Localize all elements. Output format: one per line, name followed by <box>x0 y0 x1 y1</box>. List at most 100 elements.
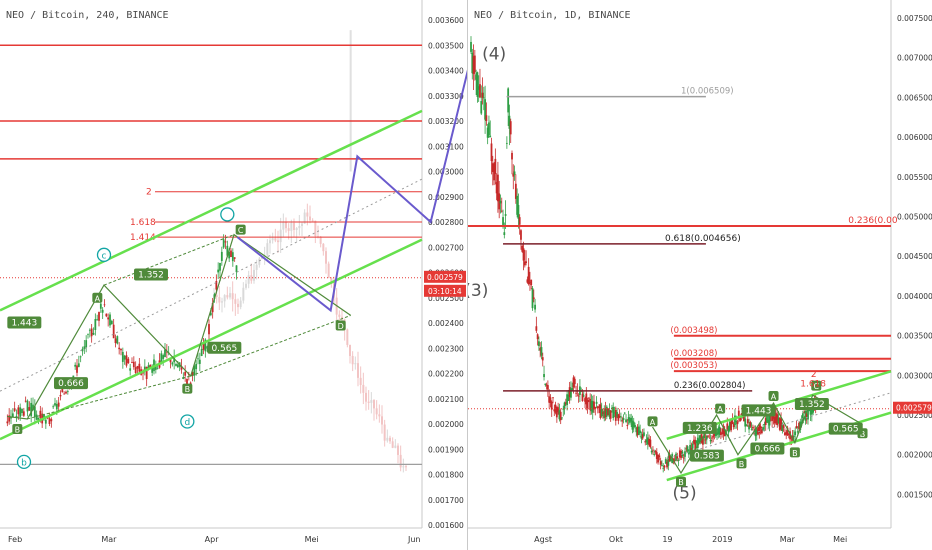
chart-left-canvas[interactable]: 0.003600 0.003500 0.003400 0.003300 0.003200… <box>0 0 467 550</box>
candle <box>594 406 597 409</box>
pattern-point: A <box>95 294 101 303</box>
candle <box>778 417 781 430</box>
candle <box>776 414 779 426</box>
wave-label: c <box>102 251 107 261</box>
candle <box>772 415 775 419</box>
ratio-label-text: 0.666 <box>58 379 84 389</box>
candle <box>191 371 194 377</box>
price-tick: 0.003300 <box>428 92 464 101</box>
faded-candle <box>229 293 231 298</box>
candle <box>52 406 55 408</box>
candle <box>764 418 767 425</box>
faded-candle <box>303 212 306 224</box>
faded-candle <box>349 344 351 356</box>
faded-candle <box>226 295 229 298</box>
candle <box>511 152 513 160</box>
ratio-label-text: 0.565 <box>833 425 859 435</box>
ratio-label: 1.443 <box>7 316 42 329</box>
faded-candle <box>223 295 226 302</box>
candle <box>545 384 548 386</box>
price-tick: 0.003000 <box>428 168 464 177</box>
faded-candle <box>311 220 314 222</box>
candle <box>739 417 741 422</box>
faded-candle <box>274 238 277 241</box>
price-tick: 0.002400 <box>428 319 464 328</box>
fib-label: 2 <box>146 188 152 198</box>
candle <box>760 429 763 434</box>
pattern-point-bg <box>335 320 346 331</box>
fib-label: 1.618 <box>800 379 826 389</box>
candle <box>77 363 80 367</box>
candle <box>567 394 570 401</box>
candle <box>775 413 777 424</box>
candle <box>696 437 699 449</box>
ratio-label-bg <box>54 377 88 390</box>
candle <box>623 412 626 414</box>
faded-candle <box>231 293 234 300</box>
price-tick: 0.002300 <box>428 344 464 353</box>
faded-candle <box>234 299 237 304</box>
candle <box>631 420 634 430</box>
candle <box>471 52 474 74</box>
chart-panel-right[interactable]: NEO / Bitcoin, 1D, BINANCE 0.007500 0.007… <box>467 0 932 550</box>
candle <box>197 358 199 360</box>
pattern-point-bg <box>789 447 800 458</box>
faded-candle <box>245 283 247 288</box>
pattern-point-bg <box>811 380 822 391</box>
price-tick: 0.004000 <box>897 292 932 301</box>
candle <box>705 435 708 440</box>
candle <box>653 454 656 455</box>
candle <box>505 142 508 144</box>
candle <box>540 347 543 356</box>
candle <box>655 452 658 459</box>
candle <box>754 429 757 437</box>
candle <box>763 423 766 425</box>
chart-panel-left[interactable]: NEO / Bitcoin, 240, BINANCE 0.003600 0.00… <box>0 0 467 550</box>
candle <box>784 432 786 436</box>
candle <box>636 426 639 436</box>
candle <box>110 320 113 325</box>
candle <box>599 404 602 418</box>
candle <box>61 388 64 393</box>
time-tick: Okt <box>609 535 623 544</box>
price-tick: 0.001500 <box>897 490 932 499</box>
candle <box>721 433 724 434</box>
candle <box>659 461 662 465</box>
faded-candle <box>405 466 407 468</box>
candle <box>514 183 517 199</box>
price-tick: 0.002500 <box>428 294 464 303</box>
candle <box>497 174 499 202</box>
candle <box>65 391 67 394</box>
candle <box>735 420 738 423</box>
wave-label-circle <box>16 454 32 470</box>
candle <box>668 454 671 462</box>
candle <box>626 424 629 426</box>
faded-candle <box>322 243 325 252</box>
fib-label: (0.003498) <box>670 326 717 336</box>
channel-median <box>666 392 892 460</box>
candle <box>803 412 806 414</box>
candle <box>684 451 686 457</box>
price-tag-bg <box>424 270 466 283</box>
chart-right-canvas[interactable]: 0.007500 0.007000 0.006500 0.006000 0.005500… <box>468 0 932 550</box>
projection-path <box>236 69 467 313</box>
ratio-label-bg <box>7 316 42 329</box>
candle <box>555 406 558 418</box>
candle <box>493 163 495 181</box>
candle <box>490 143 493 161</box>
fib-label: 1.618 <box>130 218 156 228</box>
candle <box>598 406 601 408</box>
harmonic-pattern <box>7 233 352 420</box>
candle <box>512 173 515 177</box>
faded-candle <box>330 278 333 283</box>
candle <box>482 97 485 99</box>
candle <box>132 361 135 368</box>
candle <box>596 406 599 409</box>
faded-candle <box>258 258 261 265</box>
candle <box>209 312 212 316</box>
candle <box>85 340 88 348</box>
price-tick: 0.002900 <box>428 193 464 202</box>
candle <box>717 428 720 435</box>
time-tick: 2019 <box>712 535 732 544</box>
ratio-label-text: 0.583 <box>694 452 720 462</box>
